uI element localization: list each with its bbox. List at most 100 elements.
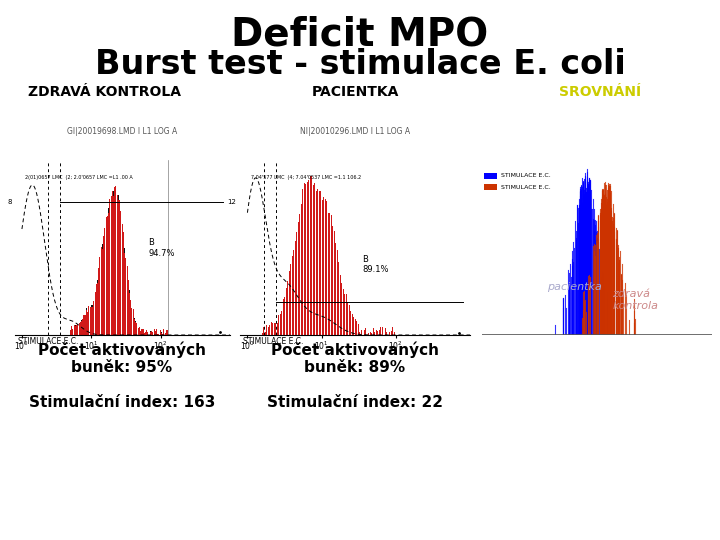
Text: B
89.1%: B 89.1% xyxy=(362,255,389,274)
Bar xyxy=(364,330,365,335)
Bar xyxy=(263,327,264,335)
Bar xyxy=(112,191,113,335)
Bar xyxy=(120,211,122,335)
Bar xyxy=(111,197,112,335)
Bar xyxy=(87,312,89,335)
Bar xyxy=(347,301,348,335)
Bar xyxy=(276,323,278,335)
Bar xyxy=(92,305,93,335)
Bar xyxy=(98,268,99,335)
Bar xyxy=(317,190,318,335)
Text: B
94.7%: B 94.7% xyxy=(148,238,175,258)
Text: Počet aktivovaných: Počet aktivovaných xyxy=(271,342,439,359)
Bar xyxy=(287,281,289,335)
Text: Počet aktivovaných: Počet aktivovaných xyxy=(38,342,206,359)
Bar xyxy=(163,329,164,335)
Bar xyxy=(166,330,167,335)
Bar xyxy=(329,213,330,335)
Bar xyxy=(114,187,115,335)
Bar xyxy=(113,191,114,335)
Bar xyxy=(151,330,152,335)
Bar xyxy=(70,330,71,335)
Bar xyxy=(315,191,317,335)
Bar xyxy=(279,314,281,335)
Bar xyxy=(78,323,80,335)
Bar xyxy=(320,191,321,335)
Bar xyxy=(484,184,498,190)
Bar xyxy=(299,213,300,335)
Bar xyxy=(274,323,275,335)
Bar xyxy=(391,330,392,335)
Bar xyxy=(102,244,103,335)
Bar xyxy=(304,183,305,335)
Bar xyxy=(294,241,296,335)
Bar xyxy=(380,327,382,335)
Text: pacientka: pacientka xyxy=(547,282,602,292)
Bar xyxy=(392,327,393,335)
Text: Burst test - stimulace E. coli: Burst test - stimulace E. coli xyxy=(94,48,626,81)
Bar xyxy=(82,319,84,335)
Bar xyxy=(160,329,161,335)
Bar xyxy=(161,332,162,335)
Bar xyxy=(71,326,72,335)
Text: SROVNÁNÍ: SROVNÁNÍ xyxy=(559,85,641,99)
Bar xyxy=(281,312,282,335)
Bar xyxy=(107,216,108,335)
Bar xyxy=(335,242,336,335)
Bar xyxy=(308,180,310,335)
Bar xyxy=(261,333,263,335)
Bar xyxy=(101,247,102,335)
Bar xyxy=(124,248,125,335)
Bar xyxy=(115,186,117,335)
Text: Stimulační index: 22: Stimulační index: 22 xyxy=(267,395,443,410)
Text: Deficit MPO: Deficit MPO xyxy=(231,15,489,53)
Bar xyxy=(269,325,271,335)
Bar xyxy=(94,292,96,335)
Bar xyxy=(157,334,158,335)
Bar xyxy=(132,309,134,335)
Bar xyxy=(337,251,338,335)
Bar xyxy=(328,213,329,335)
Bar xyxy=(136,323,138,335)
Bar xyxy=(322,200,323,335)
Bar xyxy=(283,299,284,335)
Bar xyxy=(91,305,92,335)
Bar xyxy=(323,197,325,335)
Bar xyxy=(139,327,140,335)
Bar xyxy=(314,183,315,335)
Bar xyxy=(296,232,297,335)
Text: 8: 8 xyxy=(7,199,12,205)
Text: zdravá
kontrola: zdravá kontrola xyxy=(612,289,658,311)
Bar xyxy=(484,173,498,179)
Bar xyxy=(348,305,350,335)
Bar xyxy=(341,282,343,335)
Bar xyxy=(297,222,299,335)
Bar xyxy=(266,325,267,335)
Bar xyxy=(265,332,266,335)
Bar xyxy=(359,332,361,335)
Bar xyxy=(162,334,163,335)
Bar xyxy=(325,199,326,335)
Bar xyxy=(123,232,124,335)
Bar xyxy=(292,256,293,335)
Bar xyxy=(330,214,332,335)
Bar xyxy=(80,322,81,335)
Bar xyxy=(312,185,314,335)
Text: buněk: 89%: buněk: 89% xyxy=(305,360,405,375)
Bar xyxy=(311,176,312,335)
Bar xyxy=(103,236,104,335)
Bar xyxy=(77,324,78,335)
Text: Stimulační index: 163: Stimulační index: 163 xyxy=(29,395,215,410)
Bar xyxy=(358,324,359,335)
Bar xyxy=(290,264,292,335)
Bar xyxy=(89,307,91,335)
Bar xyxy=(301,204,302,335)
Bar xyxy=(125,258,126,335)
Bar xyxy=(278,315,279,335)
Bar xyxy=(104,228,105,335)
Bar xyxy=(361,330,362,335)
Bar xyxy=(119,200,120,335)
Bar xyxy=(302,190,303,335)
Bar xyxy=(158,334,160,335)
Bar xyxy=(293,251,294,335)
